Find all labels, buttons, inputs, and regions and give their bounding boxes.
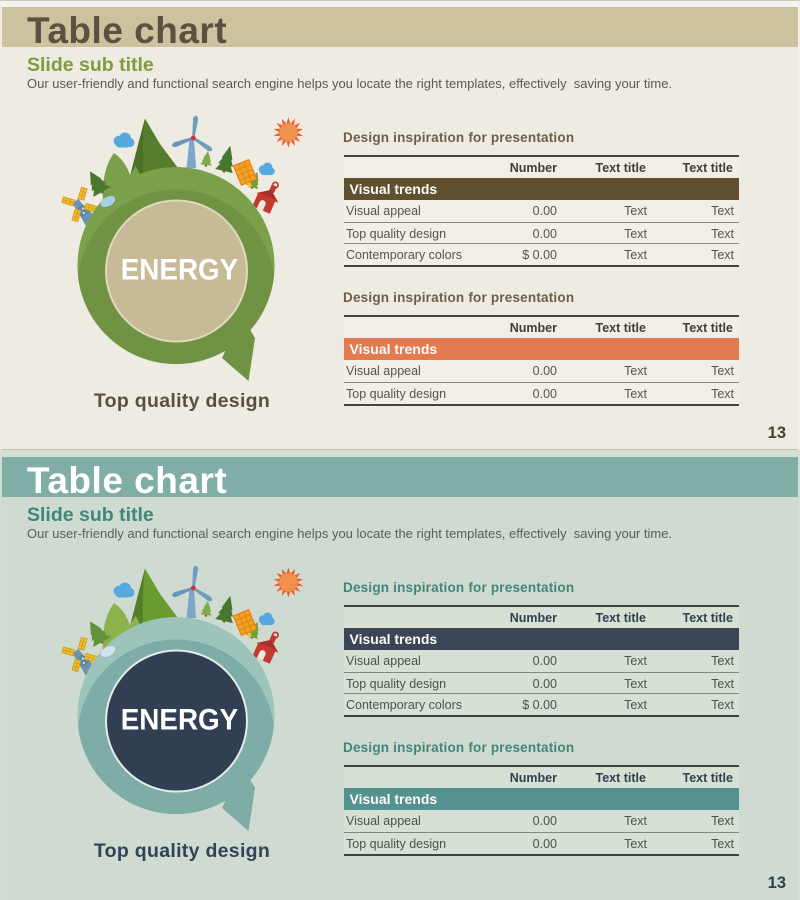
svg-text:ENERGY: ENERGY (121, 254, 239, 287)
svg-text:ENERGY: ENERGY (121, 704, 239, 737)
